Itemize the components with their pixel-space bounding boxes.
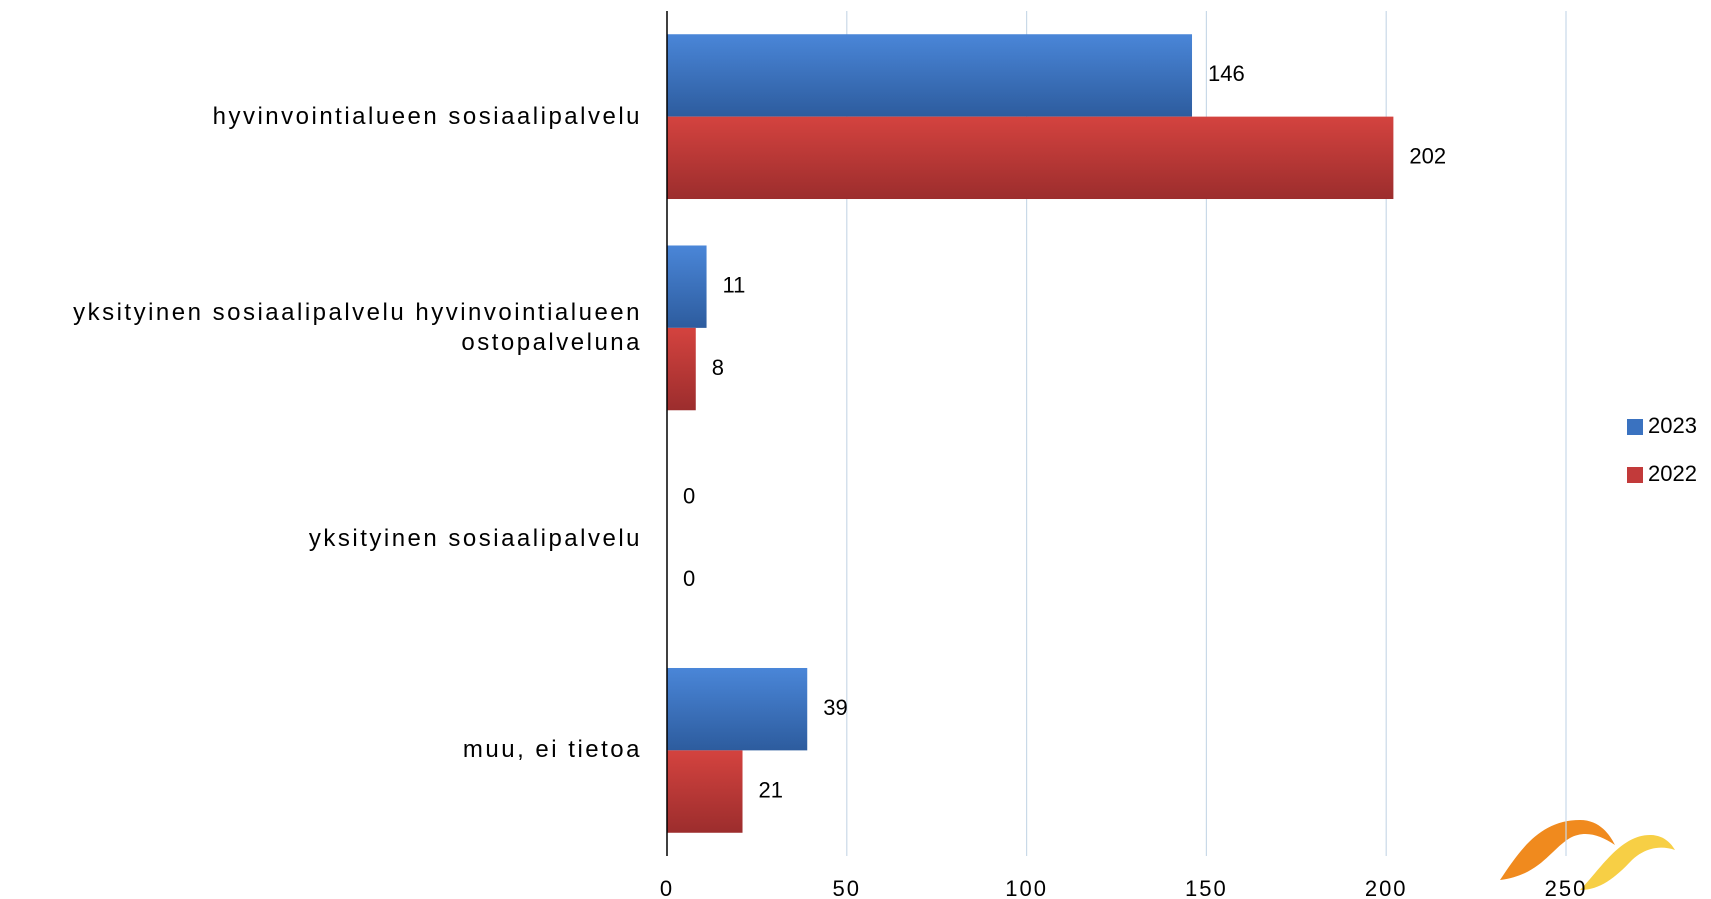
data-label: 0: [683, 566, 695, 591]
data-label: 11: [723, 272, 746, 297]
data-label: 8: [712, 355, 724, 380]
y-tick-label: yksityinen sosiaalipalvelu hyvinvointial…: [73, 298, 642, 356]
data-label: 202: [1409, 144, 1446, 169]
data-label: 0: [683, 484, 695, 509]
legend-label: 2022: [1648, 461, 1697, 486]
x-tick-label: 100: [1005, 876, 1048, 899]
logo: [1580, 835, 1675, 890]
x-tick-label: 0: [660, 876, 674, 899]
bar: [667, 116, 1394, 200]
bar: [667, 750, 743, 833]
bar: [667, 245, 707, 328]
data-label: 21: [759, 777, 783, 802]
legend-swatch: [1627, 467, 1643, 483]
bar: [667, 34, 1193, 117]
y-tick-label: hyvinvointialueen sosiaalipalvelu: [212, 102, 642, 130]
legend-label: 2023: [1648, 413, 1697, 438]
y-tick-label: yksityinen sosiaalipalvelu: [308, 525, 642, 553]
y-tick-label: muu, ei tietoa: [462, 736, 642, 764]
bar: [667, 327, 696, 411]
x-tick-label: 150: [1185, 876, 1228, 899]
x-tick-label: 200: [1365, 876, 1408, 899]
legend-swatch: [1627, 419, 1643, 435]
x-tick-label: 250: [1545, 876, 1588, 899]
data-label: 39: [823, 695, 847, 720]
data-label: 146: [1208, 61, 1245, 86]
logo: [1500, 820, 1615, 880]
bar: [667, 667, 808, 751]
x-tick-label: 50: [833, 876, 861, 899]
